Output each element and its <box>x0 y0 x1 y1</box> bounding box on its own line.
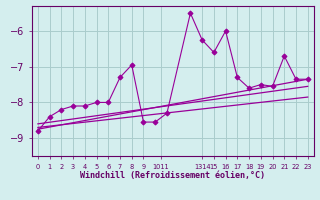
X-axis label: Windchill (Refroidissement éolien,°C): Windchill (Refroidissement éolien,°C) <box>80 171 265 180</box>
